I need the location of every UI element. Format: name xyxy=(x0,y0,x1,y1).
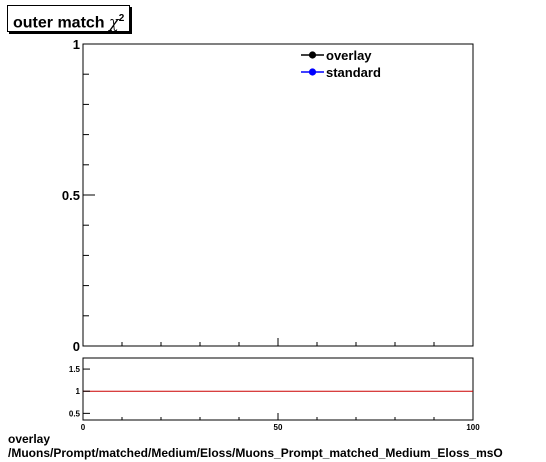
y-tick-label: 0 xyxy=(73,339,80,354)
footer-path: /Muons/Prompt/matched/Medium/Eloss/Muons… xyxy=(8,446,503,460)
legend: overlay standard xyxy=(301,48,381,80)
legend-marker-overlay xyxy=(308,51,317,59)
ratio-plot-frame xyxy=(82,357,474,421)
y-tick-label: 1 xyxy=(73,37,80,52)
ratio-y-tick-label: 0.5 xyxy=(69,409,81,418)
legend-label-overlay: overlay xyxy=(326,48,372,63)
chi-superscript: 2 xyxy=(118,13,125,24)
chi-symbol: χ xyxy=(109,12,119,32)
ratio-axes: 0.5 1 1.5 0 50 100 xyxy=(69,365,480,432)
y-tick-label: 0.5 xyxy=(62,188,80,203)
ratio-x-tick-label: 0 xyxy=(81,423,86,432)
main-plot-frame xyxy=(82,43,474,347)
legend-label-standard: standard xyxy=(326,65,381,80)
legend-marker-standard xyxy=(308,68,317,76)
ratio-plot-border xyxy=(82,357,474,421)
chart-title: outer match χ2 xyxy=(7,5,131,32)
footer-label: overlay xyxy=(8,432,51,446)
ratio-x-tick-label: 50 xyxy=(274,423,283,432)
chart-title-text: outer match xyxy=(13,14,105,32)
ratio-y-tick-label: 1.5 xyxy=(69,365,81,374)
ratio-x-tick-label: 100 xyxy=(466,423,480,432)
main-plot-border xyxy=(82,43,474,347)
main-y-axis: 00.51 xyxy=(62,37,474,354)
ratio-y-tick-label: 1 xyxy=(76,387,81,396)
